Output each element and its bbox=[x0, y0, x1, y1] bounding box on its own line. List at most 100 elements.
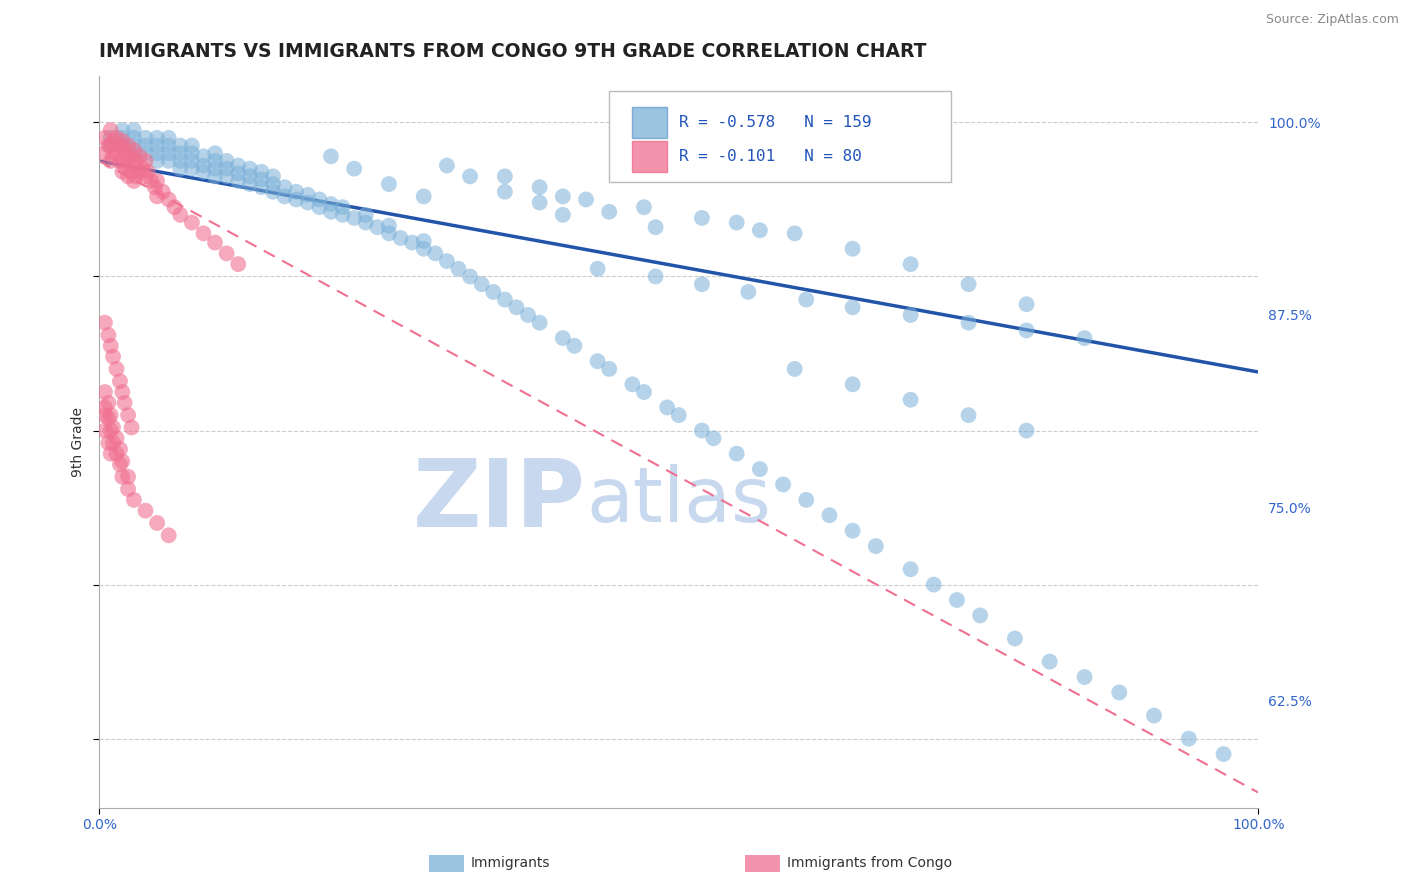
Point bbox=[226, 257, 249, 271]
Point bbox=[586, 354, 609, 368]
Point bbox=[494, 169, 516, 184]
Point bbox=[157, 131, 180, 145]
Point bbox=[101, 435, 124, 450]
Point bbox=[108, 138, 131, 153]
Point bbox=[436, 159, 458, 173]
Point bbox=[169, 161, 191, 176]
Point bbox=[134, 131, 156, 145]
Point bbox=[97, 411, 120, 425]
Point bbox=[108, 374, 131, 388]
Point bbox=[105, 362, 128, 376]
Point bbox=[117, 408, 139, 422]
Point bbox=[152, 185, 174, 199]
Point bbox=[1015, 323, 1038, 337]
Point bbox=[105, 131, 128, 145]
Point bbox=[157, 153, 180, 168]
Point bbox=[134, 169, 156, 184]
Point bbox=[122, 131, 145, 145]
Point bbox=[108, 153, 131, 168]
Point bbox=[308, 193, 330, 207]
Point bbox=[748, 462, 770, 476]
Point bbox=[100, 138, 122, 153]
Point bbox=[94, 384, 117, 399]
Point bbox=[273, 180, 295, 194]
Point bbox=[163, 200, 186, 214]
Point bbox=[146, 138, 169, 153]
Point bbox=[94, 316, 117, 330]
Point bbox=[447, 261, 470, 276]
Point bbox=[121, 420, 143, 434]
Point bbox=[117, 153, 139, 168]
Point bbox=[401, 235, 423, 250]
Text: Source: ZipAtlas.com: Source: ZipAtlas.com bbox=[1265, 13, 1399, 27]
Point bbox=[690, 424, 713, 438]
Point bbox=[101, 420, 124, 434]
Point bbox=[101, 134, 124, 148]
Point bbox=[226, 166, 249, 180]
Point bbox=[180, 146, 202, 161]
Point bbox=[285, 185, 308, 199]
Point bbox=[366, 220, 388, 235]
Point bbox=[900, 392, 922, 407]
Point bbox=[668, 408, 690, 422]
Point bbox=[100, 138, 122, 153]
Point bbox=[134, 153, 156, 168]
Point bbox=[1073, 331, 1095, 345]
Point bbox=[598, 204, 620, 219]
Point bbox=[378, 227, 401, 241]
Point bbox=[957, 316, 980, 330]
Point bbox=[412, 234, 434, 248]
Point bbox=[865, 539, 887, 553]
Point bbox=[285, 193, 308, 207]
Point bbox=[204, 146, 226, 161]
Point bbox=[262, 177, 284, 191]
Point bbox=[633, 384, 655, 399]
Point bbox=[564, 339, 586, 353]
Point bbox=[100, 424, 122, 438]
Text: Immigrants: Immigrants bbox=[471, 856, 551, 871]
Point bbox=[297, 195, 319, 210]
Point bbox=[250, 165, 273, 179]
Point bbox=[900, 257, 922, 271]
Point bbox=[97, 396, 120, 410]
Point bbox=[239, 161, 262, 176]
Point bbox=[204, 169, 226, 184]
Point bbox=[204, 153, 226, 168]
Point bbox=[551, 189, 574, 203]
Text: atlas: atlas bbox=[586, 464, 770, 538]
Point bbox=[143, 180, 166, 194]
Point bbox=[169, 208, 191, 222]
Point bbox=[146, 174, 169, 188]
Point bbox=[389, 231, 412, 245]
Point bbox=[122, 492, 145, 507]
Point bbox=[111, 454, 134, 468]
Point bbox=[193, 227, 215, 241]
Point bbox=[122, 159, 145, 173]
Point bbox=[343, 161, 366, 176]
Point bbox=[111, 123, 134, 137]
Point bbox=[482, 285, 505, 299]
Point bbox=[146, 516, 169, 530]
Point bbox=[100, 153, 122, 168]
Point bbox=[1004, 632, 1026, 646]
Point bbox=[1178, 731, 1201, 746]
Point bbox=[128, 149, 150, 163]
Point bbox=[946, 593, 969, 607]
Point bbox=[100, 123, 122, 137]
Point bbox=[1212, 747, 1234, 761]
Point bbox=[111, 165, 134, 179]
Point bbox=[412, 189, 434, 203]
Point bbox=[226, 174, 249, 188]
Point bbox=[94, 401, 117, 415]
Point bbox=[250, 180, 273, 194]
Point bbox=[121, 165, 143, 179]
Point bbox=[725, 447, 748, 461]
Point bbox=[458, 169, 481, 184]
Point bbox=[134, 503, 156, 517]
Point bbox=[111, 149, 134, 163]
Point bbox=[957, 277, 980, 292]
Point bbox=[505, 300, 527, 314]
Point bbox=[193, 149, 215, 163]
Point bbox=[169, 146, 191, 161]
Point bbox=[132, 161, 155, 176]
